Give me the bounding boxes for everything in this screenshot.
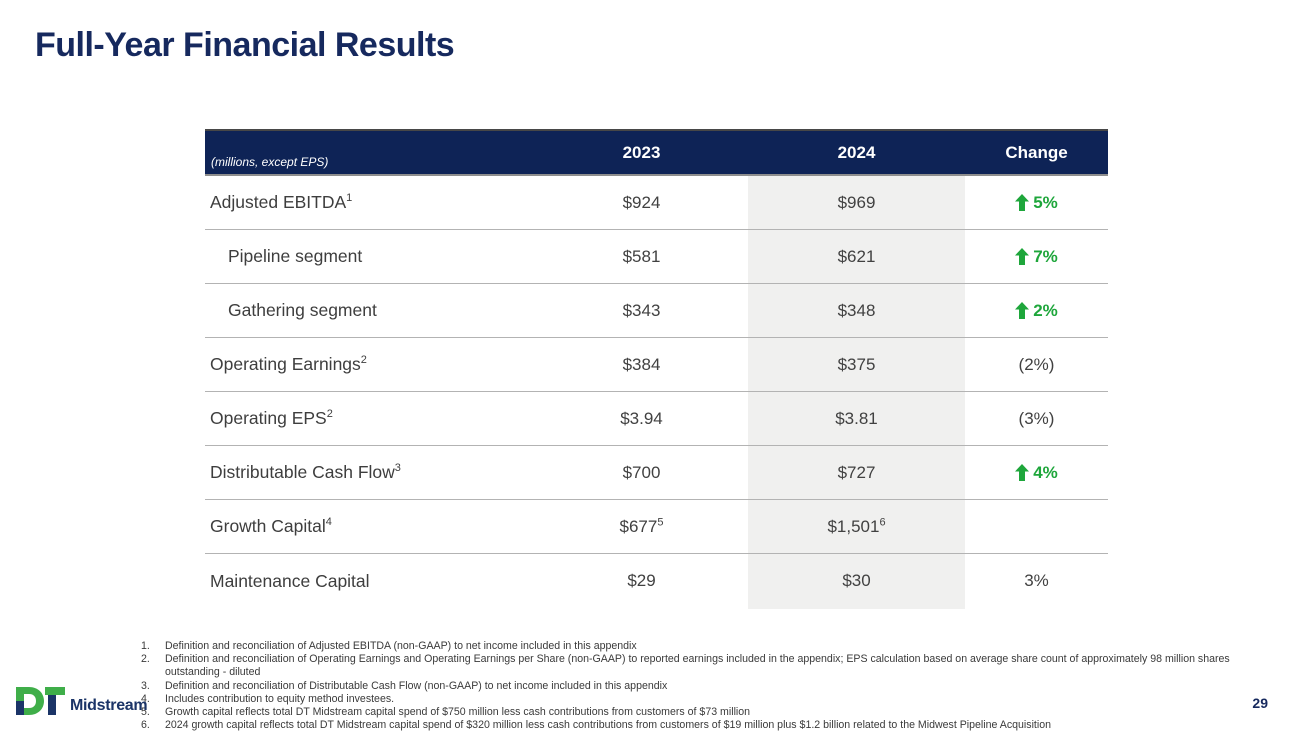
column-header-2023: 2023	[622, 143, 661, 162]
page-title: Full-Year Financial Results	[35, 26, 455, 64]
shaded-2024-column	[748, 176, 965, 609]
row-label: Operating Earnings2	[210, 354, 367, 374]
value-2024: $3.81	[835, 408, 878, 428]
row-label: Growth Capital4	[210, 516, 332, 536]
footnote: 1. Definition and reconciliation of Adjus…	[141, 640, 1231, 653]
footnotes: 1. Definition and reconciliation of Adjus…	[141, 640, 1231, 732]
footnote-text: Definition and reconciliation of Operati…	[165, 653, 1230, 679]
footnote: 5. Growth capital reflects total DT Midst…	[141, 706, 1231, 719]
up-arrow-icon	[1015, 464, 1030, 481]
footnote-number: 6.	[141, 719, 150, 732]
dt-midstream-logo: Midstream	[14, 686, 148, 716]
table-row: Maintenance Capital $29 $30 3%	[205, 554, 1108, 608]
column-header-change: Change	[1005, 143, 1068, 162]
footnote-text: Definition and reconciliation of Adjuste…	[165, 640, 637, 652]
value-2024: $375	[837, 354, 876, 374]
footnote-text: 2024 growth capital reflects total DT Mi…	[165, 719, 1052, 732]
table-unit-note: (millions, except EPS)	[211, 155, 329, 169]
footnote-number: 4.	[141, 692, 150, 705]
value-change: 3%	[1024, 571, 1049, 590]
table-row: Distributable Cash Flow3 $700 $727 4%	[205, 446, 1108, 500]
value-2023: $3.94	[620, 408, 663, 428]
row-label: Maintenance Capital	[210, 570, 370, 591]
row-label: Operating EPS2	[210, 408, 333, 428]
value-change: (2%)	[1018, 354, 1055, 374]
row-label: Distributable Cash Flow3	[210, 462, 401, 482]
financial-results-table: (millions, except EPS) 2023 2024 Change …	[205, 129, 1108, 609]
value-2023: $384	[622, 354, 661, 374]
value-change: 2%	[965, 301, 1108, 321]
value-2023: $29	[627, 571, 656, 590]
footnote-number: 3.	[141, 679, 150, 692]
table-header-row: (millions, except EPS) 2023 2024 Change	[205, 129, 1108, 176]
up-arrow-icon	[1015, 194, 1030, 211]
footnote-number: 2.	[141, 653, 150, 666]
row-label: Gathering segment	[228, 300, 377, 320]
table-row: Growth Capital4 $6775 $1,5016	[205, 500, 1108, 554]
value-2024: $30	[842, 571, 871, 590]
footnote-text: Definition and reconciliation of Distrib…	[165, 679, 668, 692]
column-header-2024: 2024	[837, 143, 876, 162]
value-2024: $1,5016	[827, 515, 886, 536]
footnote: 4. Includes contribution to equity method…	[141, 693, 1231, 706]
row-label: Pipeline segment	[228, 246, 363, 266]
footnote-text: Includes contribution to equity method i…	[165, 692, 395, 705]
footnote-number: 5.	[141, 706, 150, 719]
footnote: 3. Definition and reconciliation of Distr…	[141, 680, 1231, 693]
value-2024: $969	[837, 192, 876, 212]
value-2024: $348	[837, 300, 876, 320]
table-body: Adjusted EBITDA1 $924 $969 5% Pipeline segme…	[205, 176, 1108, 609]
value-2024: $621	[837, 246, 876, 266]
value-change: 5%	[965, 193, 1108, 213]
table-row: Operating EPS2 $3.94 $3.81 (3%)	[205, 392, 1108, 446]
table-row: Pipeline segment $581 $621 7%	[205, 230, 1108, 284]
up-arrow-icon	[1015, 302, 1030, 319]
up-arrow-icon	[1015, 248, 1030, 265]
table-row: Gathering segment $343 $348 2%	[205, 284, 1108, 338]
value-change: 7%	[965, 247, 1108, 267]
value-2024: $727	[837, 462, 876, 482]
value-2023: $6775	[619, 515, 664, 536]
row-label: Adjusted EBITDA1	[210, 192, 353, 212]
logo-wordmark: Midstream	[70, 697, 148, 714]
page-number: 29	[1252, 695, 1268, 711]
value-2023: $343	[622, 300, 661, 320]
footnote: 6. 2024 growth capital reflects total DT …	[141, 719, 1231, 732]
table-row: Adjusted EBITDA1 $924 $969 5%	[205, 176, 1108, 230]
value-change: (3%)	[1018, 408, 1055, 428]
footnote-text: Growth capital reflects total DT Midstre…	[165, 706, 751, 719]
value-2023: $924	[622, 192, 661, 212]
value-change: 4%	[965, 463, 1108, 483]
footnote: 2. Definition and reconciliation of Opera…	[141, 653, 1231, 679]
dt-logo-icon	[14, 686, 66, 716]
table-row: Operating Earnings2 $384 $375 (2%)	[205, 338, 1108, 392]
value-2023: $700	[622, 462, 661, 482]
footnote-number: 1.	[141, 640, 150, 652]
value-2023: $581	[622, 246, 661, 266]
